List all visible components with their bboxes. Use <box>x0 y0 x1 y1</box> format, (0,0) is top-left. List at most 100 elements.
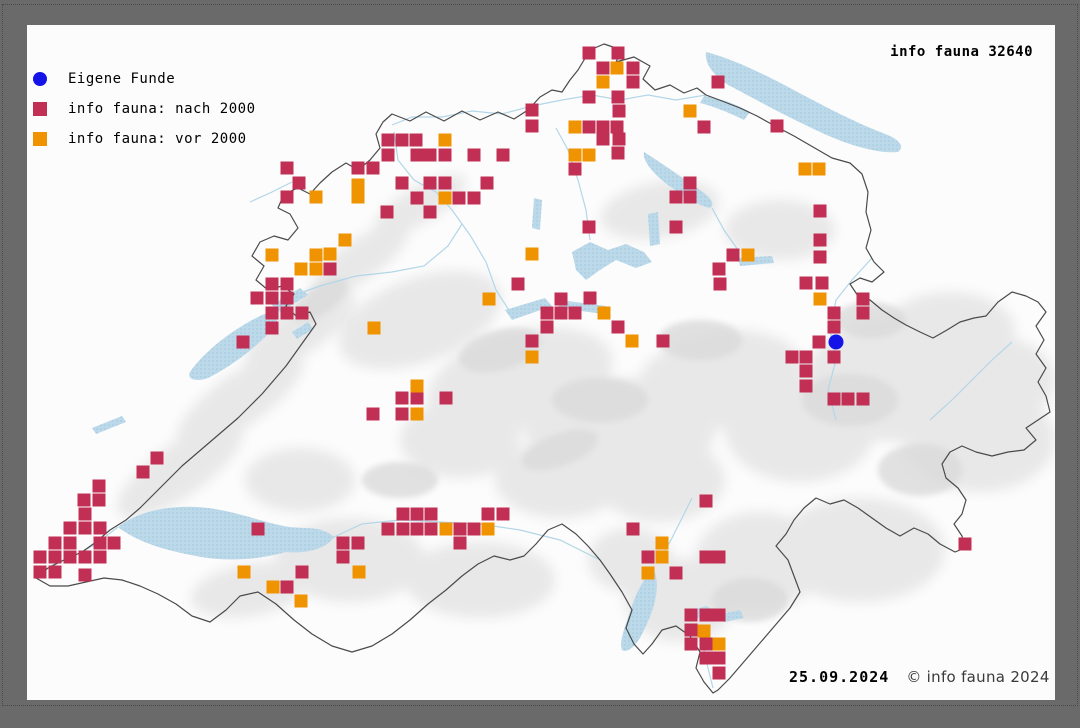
record-before-2000-marker <box>294 594 308 608</box>
record-after-2000-marker <box>410 522 424 536</box>
record-after-2000-marker <box>93 536 107 550</box>
record-before-2000-marker <box>309 262 323 276</box>
record-before-2000-marker <box>338 233 352 247</box>
record-after-2000-marker <box>292 176 306 190</box>
record-after-2000-marker <box>92 493 106 507</box>
record-after-2000-marker <box>610 120 624 134</box>
record-after-2000-marker <box>856 392 870 406</box>
record-before-2000-marker <box>323 247 337 261</box>
record-after-2000-marker <box>540 320 554 334</box>
record-after-2000-marker <box>626 61 640 75</box>
record-after-2000-marker <box>280 291 294 305</box>
record-after-2000-marker <box>424 522 438 536</box>
record-after-2000-marker <box>799 350 813 364</box>
record-after-2000-marker <box>684 623 698 637</box>
record-after-2000-marker <box>395 133 409 147</box>
map-title: info fauna 32640 <box>890 44 1033 60</box>
record-after-2000-marker <box>582 220 596 234</box>
record-after-2000-marker <box>78 550 92 564</box>
record-after-2000-marker <box>699 637 713 651</box>
record-after-2000-marker <box>699 550 713 564</box>
record-after-2000-marker <box>380 205 394 219</box>
record-after-2000-marker <box>568 162 582 176</box>
record-after-2000-marker <box>611 46 625 60</box>
record-before-2000-marker <box>813 292 827 306</box>
record-after-2000-marker <box>438 176 452 190</box>
record-after-2000-marker <box>813 250 827 264</box>
record-after-2000-marker <box>78 568 92 582</box>
record-before-2000-marker <box>525 247 539 261</box>
record-after-2000-marker <box>596 61 610 75</box>
record-before-2000-marker <box>625 334 639 348</box>
record-after-2000-marker <box>568 306 582 320</box>
record-after-2000-marker <box>265 291 279 305</box>
record-after-2000-marker <box>381 148 395 162</box>
record-after-2000-marker <box>669 190 683 204</box>
record-after-2000-marker <box>410 191 424 205</box>
record-after-2000-marker <box>395 391 409 405</box>
record-before-2000-marker <box>655 536 669 550</box>
record-after-2000-marker <box>236 335 250 349</box>
record-after-2000-marker <box>381 522 395 536</box>
record-after-2000-marker <box>453 522 467 536</box>
record-after-2000-marker <box>713 277 727 291</box>
legend-label: Eigene Funde <box>68 71 176 87</box>
record-before-2000-marker <box>410 407 424 421</box>
record-after-2000-marker <box>827 306 841 320</box>
record-after-2000-marker <box>280 306 294 320</box>
record-after-2000-marker <box>265 277 279 291</box>
record-after-2000-marker <box>683 176 697 190</box>
own-record-dot-icon <box>33 72 47 86</box>
record-after-2000-marker <box>48 565 62 579</box>
record-after-2000-marker <box>438 148 452 162</box>
record-after-2000-marker <box>251 522 265 536</box>
record-after-2000-marker <box>582 120 596 134</box>
record-after-2000-marker <box>626 522 640 536</box>
record-after-2000-marker <box>423 205 437 219</box>
record-after-2000-marker <box>669 220 683 234</box>
record-before-2000-marker <box>309 248 323 262</box>
record-after-2000-marker <box>699 494 713 508</box>
map-legend: Eigene Funde info fauna: nach 2000 info … <box>33 68 256 158</box>
record-after-2000-marker <box>856 306 870 320</box>
record-after-2000-marker <box>48 536 62 550</box>
record-after-2000-marker <box>93 521 107 535</box>
record-after-2000-marker <box>265 306 279 320</box>
record-after-2000-marker <box>351 161 365 175</box>
record-after-2000-marker <box>712 608 726 622</box>
record-after-2000-marker <box>582 90 596 104</box>
record-after-2000-marker <box>612 132 626 146</box>
legend-label: info fauna: vor 2000 <box>68 131 247 147</box>
record-after-2000-marker <box>699 608 713 622</box>
record-after-2000-marker <box>136 465 150 479</box>
record-after-2000-marker <box>656 334 670 348</box>
record-after-2000-marker <box>525 334 539 348</box>
record-after-2000-marker <box>841 392 855 406</box>
record-after-2000-marker <box>280 580 294 594</box>
record-after-2000-marker <box>280 277 294 291</box>
record-after-2000-marker <box>280 190 294 204</box>
record-after-2000-marker <box>78 507 92 521</box>
record-after-2000-marker <box>423 148 437 162</box>
record-after-2000-marker <box>684 608 698 622</box>
record-after-2000-marker <box>711 75 725 89</box>
record-before-2000-marker <box>266 580 280 594</box>
record-after-2000-marker <box>366 407 380 421</box>
record-after-2000-marker <box>351 536 365 550</box>
record-after-2000-marker <box>467 522 481 536</box>
record-after-2000-marker <box>726 248 740 262</box>
record-after-2000-marker <box>453 536 467 550</box>
own-record-marker <box>828 334 844 350</box>
record-after-2000-marker <box>641 550 655 564</box>
record-before-2000-marker <box>237 565 251 579</box>
record-after-2000-marker <box>480 176 494 190</box>
record-after-2000-marker <box>467 191 481 205</box>
record-before-2000-marker <box>741 248 755 262</box>
record-after-2000-marker <box>799 379 813 393</box>
record-after-2000-marker <box>813 204 827 218</box>
record-after-2000-marker <box>626 75 640 89</box>
record-after-2000-marker <box>799 276 813 290</box>
footer: 25.09.2024 © info fauna 2024 <box>789 668 1050 686</box>
record-before-2000-marker <box>641 566 655 580</box>
record-after-2000-marker <box>525 103 539 117</box>
